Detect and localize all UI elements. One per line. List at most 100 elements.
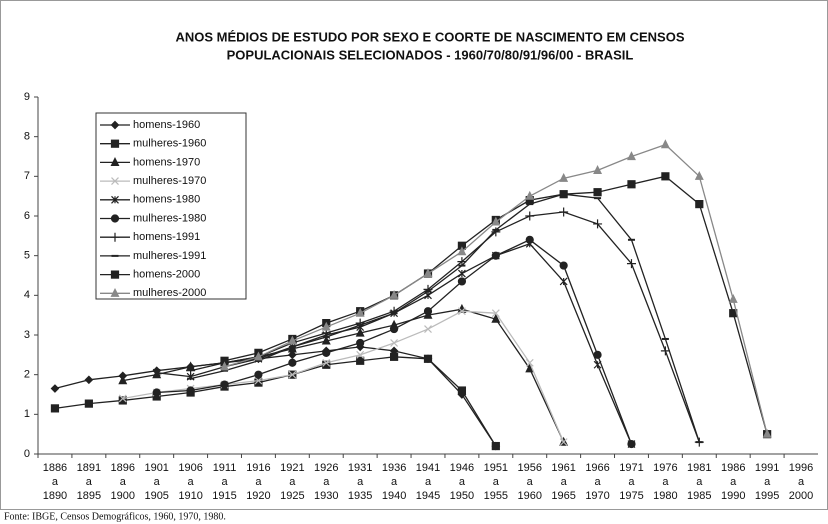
- x-tick-label: 1975: [619, 490, 643, 502]
- marker: [118, 396, 127, 405]
- legend-label: mulheres-1960: [133, 138, 206, 150]
- marker: [84, 375, 94, 385]
- x-tick-label: a: [764, 476, 771, 488]
- x-tick-label: a: [459, 476, 466, 488]
- y-tick-label: 3: [24, 329, 30, 341]
- x-tick-label: a: [425, 476, 432, 488]
- marker: [491, 313, 501, 323]
- x-tick-label: 1936: [382, 462, 406, 474]
- marker: [220, 380, 229, 389]
- legend: homens-1960 mulheres-1960 homens-1970 mulhe…: [95, 112, 247, 300]
- series-line: [122, 308, 565, 443]
- x-tick-label: a: [255, 476, 262, 488]
- x-tick-label: 1931: [348, 462, 372, 474]
- x-tick-label: 1911: [213, 462, 237, 474]
- x-tick-label: a: [595, 476, 602, 488]
- x-tick-label: a: [323, 476, 330, 488]
- marker: [627, 180, 636, 189]
- x-tick-label: 1965: [551, 490, 575, 502]
- x-tick-label: 1991: [755, 462, 779, 474]
- y-tick-label: 2: [24, 369, 30, 381]
- marker: [186, 386, 195, 395]
- x-tick-label: 1901: [144, 462, 168, 474]
- x-tick-label: 1966: [585, 462, 609, 474]
- marker: [627, 151, 636, 161]
- legend-label: homens-1991: [133, 231, 200, 243]
- x-tick-label: 1925: [280, 490, 304, 502]
- marker: [322, 358, 331, 367]
- marker: [525, 235, 534, 244]
- marker: [110, 157, 120, 166]
- x-tick-label: a: [527, 476, 534, 488]
- x-tick-label: a: [221, 476, 228, 488]
- x-tick-label: 1955: [484, 490, 508, 502]
- y-tick-label: 4: [24, 289, 30, 301]
- legend-label: homens-2000: [133, 269, 200, 281]
- marker: [660, 139, 670, 149]
- y-tick-label: 1: [24, 408, 30, 420]
- marker: [288, 358, 297, 367]
- y-tick-label: 5: [24, 250, 30, 262]
- marker: [457, 307, 466, 316]
- marker: [390, 339, 399, 347]
- marker: [110, 214, 120, 223]
- marker: [111, 195, 119, 204]
- marker: [593, 188, 602, 197]
- marker: [457, 246, 467, 256]
- marker: [695, 200, 704, 209]
- legend-label: homens-1960: [133, 119, 200, 131]
- source-note: Fonte: IBGE, Censos Demográficos, 1960, …: [4, 511, 226, 522]
- x-tick-label: 1951: [484, 462, 508, 474]
- marker: [593, 350, 602, 359]
- y-tick-label: 9: [24, 91, 30, 103]
- legend-label: homens-1970: [133, 156, 200, 168]
- marker: [423, 354, 433, 363]
- marker: [389, 352, 399, 361]
- x-tick-label: 1920: [246, 490, 270, 502]
- marker: [254, 378, 263, 387]
- marker: [525, 358, 534, 367]
- marker: [50, 404, 60, 413]
- marker: [321, 321, 331, 331]
- marker: [559, 207, 569, 217]
- marker: [559, 277, 568, 286]
- x-tick-label: 1956: [517, 462, 541, 474]
- marker: [118, 394, 127, 403]
- x-tick-label: 1910: [178, 490, 202, 502]
- x-tick-label: a: [561, 476, 568, 488]
- legend-label: mulheres-1980: [133, 212, 206, 224]
- marker: [288, 370, 297, 379]
- marker: [287, 335, 297, 345]
- x-tick-label: 1980: [653, 490, 677, 502]
- x-tick-label: a: [493, 476, 500, 488]
- marker: [491, 309, 500, 318]
- chart-title: POPULACIONAIS SELECIONADOS - 1960/70/80/…: [227, 47, 634, 62]
- x-tick-label: 1950: [450, 490, 474, 502]
- x-tick-label: 1940: [382, 490, 406, 502]
- marker: [728, 293, 738, 303]
- marker: [355, 327, 365, 337]
- x-tick-label: a: [662, 476, 669, 488]
- marker: [50, 384, 60, 393]
- x-tick-label: 1921: [280, 462, 304, 474]
- legend-label: mulheres-1991: [133, 250, 206, 262]
- x-tick-label: a: [86, 476, 93, 488]
- marker: [424, 325, 432, 333]
- x-tick-label: 1915: [212, 490, 236, 502]
- marker: [110, 287, 120, 297]
- x-tick-label: 1906: [178, 462, 202, 474]
- marker: [491, 227, 501, 237]
- y-tick-label: 8: [24, 131, 30, 143]
- legend-label: mulheres-1970: [133, 175, 206, 187]
- marker: [626, 259, 636, 269]
- x-tick-label: 2000: [789, 490, 813, 502]
- series-line: [122, 310, 565, 443]
- marker: [559, 190, 568, 199]
- x-tick-label: 1895: [77, 490, 101, 502]
- marker: [111, 177, 119, 186]
- x-tick-label: a: [52, 476, 59, 488]
- x-tick-label: a: [357, 476, 364, 488]
- marker: [661, 172, 670, 181]
- marker: [322, 348, 331, 357]
- y-tick-label: 0: [24, 448, 30, 460]
